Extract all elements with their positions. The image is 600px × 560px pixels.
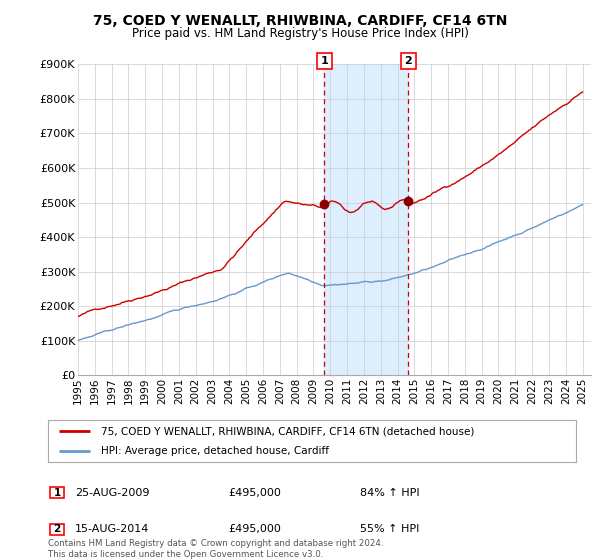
Text: 75, COED Y WENALLT, RHIWBINA, CARDIFF, CF14 6TN: 75, COED Y WENALLT, RHIWBINA, CARDIFF, C… xyxy=(93,14,507,28)
Bar xyxy=(325,64,408,375)
Text: 1: 1 xyxy=(53,488,61,498)
Text: 75, COED Y WENALLT, RHIWBINA, CARDIFF, CF14 6TN (detached house): 75, COED Y WENALLT, RHIWBINA, CARDIFF, C… xyxy=(101,426,474,436)
Text: 2: 2 xyxy=(404,56,412,66)
Text: 55% ↑ HPI: 55% ↑ HPI xyxy=(360,524,419,534)
Text: HPI: Average price, detached house, Cardiff: HPI: Average price, detached house, Card… xyxy=(101,446,329,456)
Text: 15-AUG-2014: 15-AUG-2014 xyxy=(75,524,149,534)
Text: £495,000: £495,000 xyxy=(228,488,281,498)
Text: 2: 2 xyxy=(53,524,61,534)
Text: Price paid vs. HM Land Registry's House Price Index (HPI): Price paid vs. HM Land Registry's House … xyxy=(131,27,469,40)
Text: 25-AUG-2009: 25-AUG-2009 xyxy=(75,488,149,498)
Text: Contains HM Land Registry data © Crown copyright and database right 2024.
This d: Contains HM Land Registry data © Crown c… xyxy=(48,539,383,559)
Text: 84% ↑ HPI: 84% ↑ HPI xyxy=(360,488,419,498)
Text: £495,000: £495,000 xyxy=(228,524,281,534)
Text: 1: 1 xyxy=(320,56,328,66)
